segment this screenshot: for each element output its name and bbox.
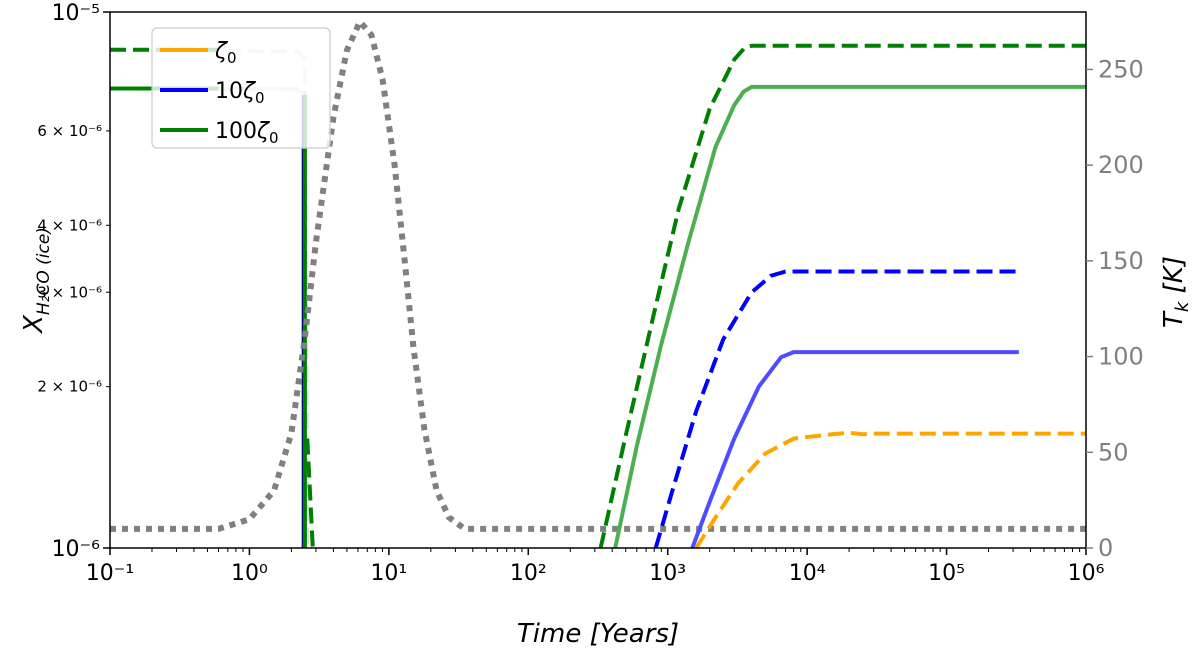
series-line-6 <box>305 438 315 548</box>
y-axis-left: 10⁻⁶ 10⁻⁵ 2 × 10⁻⁶ 3 × 10⁻⁶ 4 × 10⁻⁶ 6 × 10⁻⁶ <box>37 1 110 562</box>
legend-label-0: ζ0 <box>214 39 237 67</box>
y-left-minor-label-0: 2 × 10⁻⁶ <box>37 378 102 396</box>
x-tick-label-3: 10² <box>510 561 547 586</box>
y-left-tick-label-0: 10⁻⁶ <box>52 537 101 562</box>
series-line-8 <box>598 43 1086 548</box>
y-right-tick-label-4: 200 <box>1098 151 1144 179</box>
x-axis: 10⁻¹ 10⁰ 10¹ 10² 10³ 10⁴ 10⁵ 10⁶ <box>86 548 1105 586</box>
series-line-10 <box>653 269 1019 548</box>
y-left-minor-label-3: 6 × 10⁻⁶ <box>37 122 102 140</box>
y-left-minor-label-1: 3 × 10⁻⁶ <box>37 283 102 301</box>
x-tick-label-5: 10⁴ <box>789 561 826 586</box>
y-left-tick-label-1: 10⁻⁵ <box>52 1 100 26</box>
y-right-tick-label-2: 100 <box>1098 343 1144 371</box>
y-right-tick-label-3: 150 <box>1098 247 1144 275</box>
y-left-minor-label-2: 4 × 10⁻⁶ <box>37 216 102 234</box>
legend-label-2: 100ζ0 <box>215 119 279 147</box>
series-line-12 <box>694 430 1086 548</box>
legend-box <box>151 27 331 149</box>
series-line-11 <box>690 350 1019 548</box>
y-axis-left-label: XH₂CO (ice) <box>19 227 54 335</box>
x-tick-label-4: 10³ <box>649 561 686 586</box>
series-line-2 <box>110 86 307 548</box>
x-tick-label-1: 10⁰ <box>231 561 268 586</box>
x-tick-label-2: 10¹ <box>370 561 407 586</box>
series-layer <box>110 18 1086 548</box>
series-line-9 <box>613 84 1086 548</box>
y-right-tick-label-0: 0 <box>1098 534 1113 562</box>
x-tick-label-7: 10⁶ <box>1068 561 1105 586</box>
y-axis-right-label: Tk [K] <box>1159 256 1193 328</box>
y-right-tick-label-5: 250 <box>1098 55 1144 83</box>
x-tick-label-6: 10⁵ <box>928 561 965 586</box>
legend: ζ0 10ζ0 100ζ0 <box>151 27 331 149</box>
x-axis-label: Time [Years] <box>517 619 679 648</box>
legend-label-1: 10ζ0 <box>215 79 265 107</box>
x-tick-label-0: 10⁻¹ <box>86 561 134 586</box>
y-right-tick-label-1: 50 <box>1098 438 1129 466</box>
plot-frame <box>109 11 1087 549</box>
y-axis-right: 0 50 100 150 200 250 <box>1086 55 1144 562</box>
